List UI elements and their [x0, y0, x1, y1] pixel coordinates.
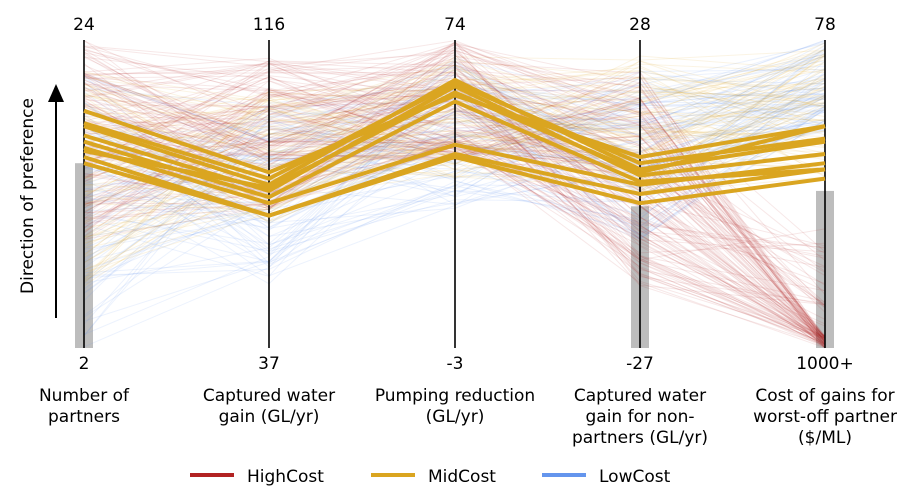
- legend: HighCost MidCost LowCost: [190, 467, 671, 487]
- axis-top-label-captured-gain: 116: [253, 15, 285, 35]
- axis-top-label-captured-gain-nonpartners: 28: [629, 15, 651, 35]
- axis-title-captured-gain: Captured water gain (GL/yr): [203, 386, 335, 427]
- highlighted-solution-line: [83, 93, 826, 175]
- axis-title-partners: Number of partners: [39, 386, 130, 427]
- legend-label-HighCost: HighCost: [247, 467, 324, 487]
- axis-title-captured-gain-nonpartners: Captured water gain for non-partners (GL/…: [572, 386, 708, 448]
- axis-title-pumping-reduction: Pumping reduction (GL/yr): [375, 386, 535, 427]
- axis-top-label-cost-worst-off: 78: [814, 15, 836, 35]
- axis-title-cost-worst-off: Cost of gains for worst-off partner ($/ML): [753, 386, 897, 448]
- highlighted-solution-line: [83, 78, 826, 187]
- preference-arrow-head: [48, 84, 64, 102]
- axis-tick-labels: 24 2 116 37 74 -3 28 -27 78 1000+: [73, 15, 854, 374]
- highlighted-solutions: [83, 78, 826, 218]
- axis-bottom-label-cost-worst-off: 1000+: [796, 354, 854, 374]
- axis-bottom-label-pumping-reduction: -3: [447, 354, 464, 374]
- legend-label-LowCost: LowCost: [599, 467, 671, 487]
- highlighted-solution-line: [83, 90, 826, 190]
- preference-bands: [75, 163, 834, 348]
- axis-titles: Number of partners Captured water gain (GL/…: [39, 386, 897, 448]
- axis-top-label-pumping-reduction: 74: [444, 15, 466, 35]
- highlighted-solution-line: [83, 142, 826, 206]
- highlighted-solution-line: [83, 84, 826, 193]
- legend-label-MidCost: MidCost: [428, 467, 496, 487]
- axis-bottom-label-captured-gain: 37: [258, 354, 280, 374]
- axis-bottom-label-captured-gain-nonpartners: -27: [626, 354, 654, 374]
- axis-top-label-partners: 24: [73, 15, 95, 35]
- y-axis-label: Direction of preference: [18, 98, 38, 294]
- highlighted-solution-line: [83, 155, 826, 218]
- axis-bottom-label-partners: 2: [79, 354, 90, 374]
